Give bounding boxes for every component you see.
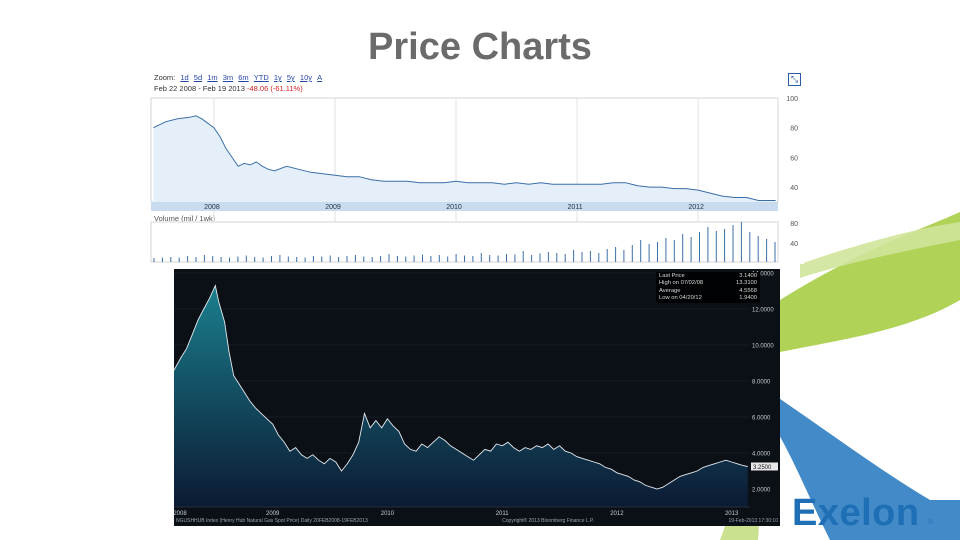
y-tick-label: 100 xyxy=(786,96,798,103)
footer-timestamp: 19-Feb-2013 17:30:10 xyxy=(728,518,778,524)
legend-row-high: High on 07/02/08 13.3100 xyxy=(659,280,757,287)
price-chart-svg: 100 80 60 40 2008 2009 2010 2011 2012 80 40 xyxy=(150,96,798,263)
y-tick-label: 10.0000 xyxy=(752,344,774,350)
gas-price-area xyxy=(174,285,748,507)
legend-label: Average xyxy=(659,287,681,294)
zoom-toolbar: Zoom: 1d 5d 1m 3m 6m YTD 1y 5y 10y A xyxy=(154,73,323,82)
legend-value: 13.3100 xyxy=(736,280,757,287)
legend-row-low: Low on 04/20/12 1.9400 xyxy=(659,295,757,302)
exelon-logo: Exelon xyxy=(792,492,920,534)
x-tick-label: 2012 xyxy=(610,511,624,517)
legend-row-average: Average 4.5568 xyxy=(659,288,757,295)
zoom-3m[interactable]: 3m xyxy=(222,73,234,82)
zoom-6m[interactable]: 6m xyxy=(238,73,249,82)
zoom-label: Zoom xyxy=(154,73,174,82)
zoom-all[interactable]: A xyxy=(317,73,323,82)
gas-chart-svg: 14.0000 12.0000 10.0000 8.0000 6.0000 4.0000 2… xyxy=(174,272,778,517)
chart-legend: Last Price 3.1400 High on 07/02/08 13.3100… xyxy=(656,272,760,304)
x-tick-label: 2012 xyxy=(688,204,704,211)
legend-value: 3.1400 xyxy=(739,273,757,279)
footer-copyright: Copyright® 2013 Bloomberg Finance L.P. xyxy=(502,518,595,524)
volume-tick-label: 40 xyxy=(790,241,798,248)
zoom-5d[interactable]: 5d xyxy=(193,73,203,82)
legend-value: 4.5568 xyxy=(739,287,757,294)
y-tick-label: 60 xyxy=(790,155,798,162)
legend-row-last: Last Price 3.1400 xyxy=(659,273,757,280)
x-axis-band xyxy=(151,202,778,211)
last-price-marker xyxy=(751,462,778,471)
swoosh-blue xyxy=(770,392,960,540)
gas-price-line xyxy=(174,284,748,490)
price-line xyxy=(153,115,776,201)
x-tick-label: 2010 xyxy=(446,204,462,211)
x-tick-label: 2009 xyxy=(266,511,280,517)
footer-source: NGUSHHUB Index (Henry Hub Natural Gas Sp… xyxy=(176,518,368,524)
x-tick-label: 2011 xyxy=(568,204,583,211)
legend-label: High on 07/02/08 xyxy=(659,280,704,287)
legend-label: Low on 04/20/12 xyxy=(659,294,702,301)
zoom-1y[interactable]: 1y xyxy=(273,73,282,82)
gas-price-chart: 14.0000 12.0000 10.0000 8.0000 6.0000 4.0000 2… xyxy=(174,269,780,526)
date-range: Feb 22 2008 - Feb 19 2013 xyxy=(154,84,245,93)
y-tick-label: 80 xyxy=(790,126,798,133)
zoom-1m[interactable]: 1m xyxy=(207,73,218,82)
x-tick-label: 2011 xyxy=(496,511,510,517)
legend-label: Last Price xyxy=(659,273,685,279)
x-tick-label: 2009 xyxy=(325,204,341,211)
y-tick-label: 8.0000 xyxy=(752,380,771,386)
expand-icon[interactable]: ⤡ xyxy=(788,73,801,86)
zoom-10y[interactable]: 10y xyxy=(299,73,312,82)
y-tick-label: 4.0000 xyxy=(752,452,771,458)
y-tick-label: 14.0000 xyxy=(752,272,774,278)
date-range-readout: Feb 22 2008 - Feb 19 2013 -48.06 (-61.11… xyxy=(154,84,303,93)
last-price-label: 3.2500 xyxy=(753,465,772,471)
x-tick-label: 2008 xyxy=(204,204,220,211)
legend-value: 1.9400 xyxy=(739,294,757,301)
x-tick-label: 2013 xyxy=(725,511,739,517)
price-area xyxy=(153,115,776,202)
volume-label: Volume (mil / 1wk) xyxy=(154,214,216,223)
slide-title: Price Charts xyxy=(368,26,592,68)
volume-tick-label: 80 xyxy=(790,221,798,228)
x-tick-label: 2008 xyxy=(174,511,187,517)
y-tick-label: 6.0000 xyxy=(752,416,771,422)
y-tick-label: 2.0000 xyxy=(752,488,771,494)
zoom-5y[interactable]: 5y xyxy=(286,73,295,82)
zoom-ytd[interactable]: YTD xyxy=(253,73,269,82)
zoom-1d[interactable]: 1d xyxy=(180,73,189,82)
chart-footer: NGUSHHUB Index (Henry Hub Natural Gas Sp… xyxy=(176,518,778,524)
swoosh-green-light xyxy=(800,222,960,278)
y-tick-label: 12.0000 xyxy=(752,308,774,314)
y-tick-label: 40 xyxy=(790,185,798,192)
price-change: -48.06 (-61.11%) xyxy=(247,84,303,93)
x-tick-label: 2010 xyxy=(381,511,395,517)
trademark-mark: ® xyxy=(928,519,934,526)
stock-price-chart: Zoom: 1d 5d 1m 3m 6m YTD 1y 5y 10y A Feb… xyxy=(150,70,804,264)
